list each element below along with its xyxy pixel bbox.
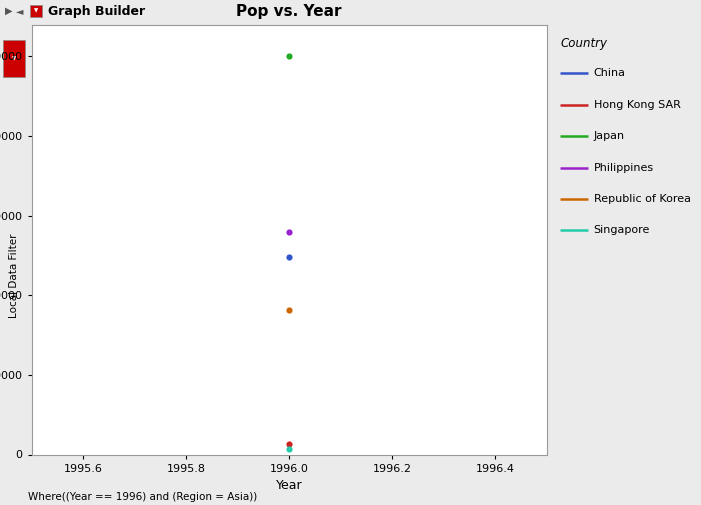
X-axis label: Year: Year: [275, 479, 302, 492]
Text: China: China: [594, 68, 626, 78]
Title: Pop vs. Year: Pop vs. Year: [236, 4, 342, 19]
Text: ▼: ▼: [12, 57, 16, 62]
Point: [283, 306, 294, 314]
Text: Republic of Korea: Republic of Korea: [594, 194, 690, 204]
FancyBboxPatch shape: [30, 5, 42, 17]
Text: Hong Kong SAR: Hong Kong SAR: [594, 99, 681, 110]
Text: Singapore: Singapore: [594, 225, 650, 235]
Text: ◄: ◄: [16, 6, 24, 16]
Text: Local Data Filter: Local Data Filter: [9, 233, 19, 318]
Text: Country: Country: [560, 37, 607, 50]
Text: Japan: Japan: [594, 131, 625, 141]
Text: Where((Year == 1996) and (Region = Asia)): Where((Year == 1996) and (Region = Asia)…: [28, 492, 257, 502]
Text: ▼: ▼: [34, 9, 38, 14]
Text: Graph Builder: Graph Builder: [48, 5, 145, 18]
Point: [283, 445, 294, 453]
Text: ▶: ▶: [5, 6, 13, 16]
Text: Philippines: Philippines: [594, 163, 654, 173]
Point: [283, 440, 294, 448]
Point: [283, 53, 294, 61]
Point: [283, 253, 294, 261]
Point: [283, 228, 294, 236]
FancyBboxPatch shape: [3, 40, 25, 77]
